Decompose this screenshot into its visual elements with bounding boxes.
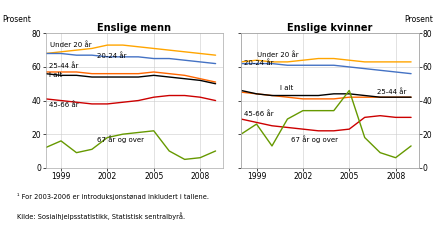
- Text: 67 år og over: 67 år og over: [290, 135, 338, 143]
- Text: 20-24 år: 20-24 år: [97, 53, 126, 59]
- Text: 67 år og over: 67 år og over: [97, 136, 144, 144]
- Text: Prosent: Prosent: [404, 15, 433, 24]
- Text: 25-44 år: 25-44 år: [49, 62, 78, 69]
- Text: 20-24 år: 20-24 år: [244, 60, 274, 66]
- Text: Under 20 år: Under 20 år: [256, 51, 298, 58]
- Text: Prosent: Prosent: [2, 15, 31, 24]
- Text: Kilde: Sosialhjelpsstatistikk, Statistisk sentralbyrå.: Kilde: Sosialhjelpsstatistikk, Statistis…: [17, 212, 185, 219]
- Text: 45-66 år: 45-66 år: [49, 101, 78, 108]
- Text: 25-44 år: 25-44 år: [377, 88, 407, 95]
- Text: I alt: I alt: [280, 85, 293, 91]
- Text: 45-66 år: 45-66 år: [244, 110, 274, 117]
- Text: I alt: I alt: [49, 72, 62, 78]
- Text: Under 20 år: Under 20 år: [50, 42, 92, 49]
- Text: ¹ For 2003-2006 er introduksjonstønad inkludert i tallene.: ¹ For 2003-2006 er introduksjonstønad in…: [17, 193, 209, 200]
- Title: Enslige menn: Enslige menn: [98, 23, 171, 33]
- Title: Enslige kvinner: Enslige kvinner: [287, 23, 373, 33]
